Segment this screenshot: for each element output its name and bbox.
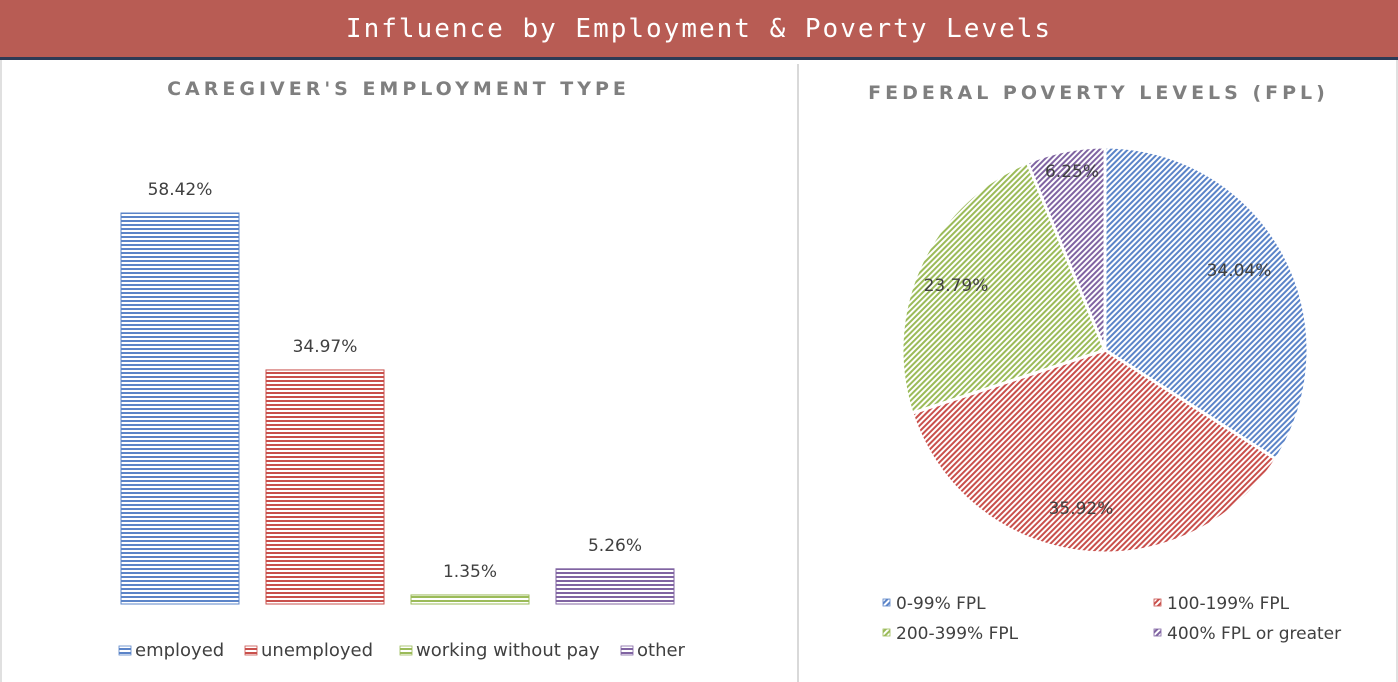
- pie-label-200-399-fpl: 23.79%: [924, 276, 989, 296]
- pie-legend-swatch-0-99-fpl: [882, 598, 891, 607]
- pie-legend-label-400-fpl-or-greater: 400% FPL or greater: [1167, 624, 1341, 644]
- legend-swatch-employed: [118, 645, 132, 656]
- legend-label-unemployed: unemployed: [261, 640, 373, 661]
- pie-slice-100-199-fpl: [910, 348, 1279, 555]
- bar-unemployed: [265, 369, 385, 605]
- pie-legend-label-200-399-fpl: 200-399% FPL: [896, 624, 1019, 644]
- panel-divider: [797, 64, 799, 682]
- pie-legend-swatch-200-399-fpl: [882, 628, 891, 637]
- bar-chart: 58.42% 34.97% 1.35% 5.26% employed unemploye…: [118, 180, 686, 661]
- legend-label-working-without-pay: working without pay: [416, 640, 600, 661]
- legend-label-employed: employed: [135, 640, 224, 661]
- bar-working-without-pay: [410, 594, 530, 605]
- right-border: [1396, 60, 1398, 682]
- bar-employed: [120, 212, 240, 605]
- legend-swatch-working-without-pay: [399, 645, 413, 656]
- pie-chart-title: FEDERAL POVERTY LEVELS (FPL): [868, 82, 1329, 104]
- bar-label-employed: 58.42%: [148, 180, 213, 200]
- pie-slice-400-fpl-or-greater: [1025, 145, 1107, 351]
- pie-label-0-99-fpl: 34.04%: [1207, 261, 1272, 281]
- pie-legend-label-0-99-fpl: 0-99% FPL: [896, 594, 986, 614]
- pie-legend-label-100-199-fpl: 100-199% FPL: [1167, 594, 1290, 614]
- bar-label-unemployed: 34.97%: [293, 337, 358, 357]
- pie-chart: 34.04% 35.92% 23.79% 6.25% 0-99% FPL 100-199…: [882, 145, 1341, 644]
- legend-label-other: other: [637, 640, 686, 661]
- bar-other: [555, 568, 675, 605]
- pie-label-100-199-fpl: 35.92%: [1049, 499, 1114, 519]
- pie-legend-swatch-400-fpl-or-greater: [1153, 628, 1162, 637]
- title-banner: Influence by Employment & Poverty Levels: [0, 0, 1398, 60]
- legend-swatch-other: [620, 645, 634, 656]
- page-title: Influence by Employment & Poverty Levels: [345, 13, 1053, 44]
- left-border: [0, 60, 2, 682]
- legend-swatch-unemployed: [244, 645, 258, 656]
- pie-legend-swatch-100-199-fpl: [1153, 598, 1162, 607]
- bar-chart-title: CAREGIVER'S EMPLOYMENT TYPE: [167, 78, 630, 100]
- pie-slice-200-399-fpl: [900, 160, 1108, 416]
- bar-label-other: 5.26%: [588, 536, 642, 556]
- pie-label-400-fpl-or-greater: 6.25%: [1045, 162, 1099, 182]
- bar-label-working-without-pay: 1.35%: [443, 562, 497, 582]
